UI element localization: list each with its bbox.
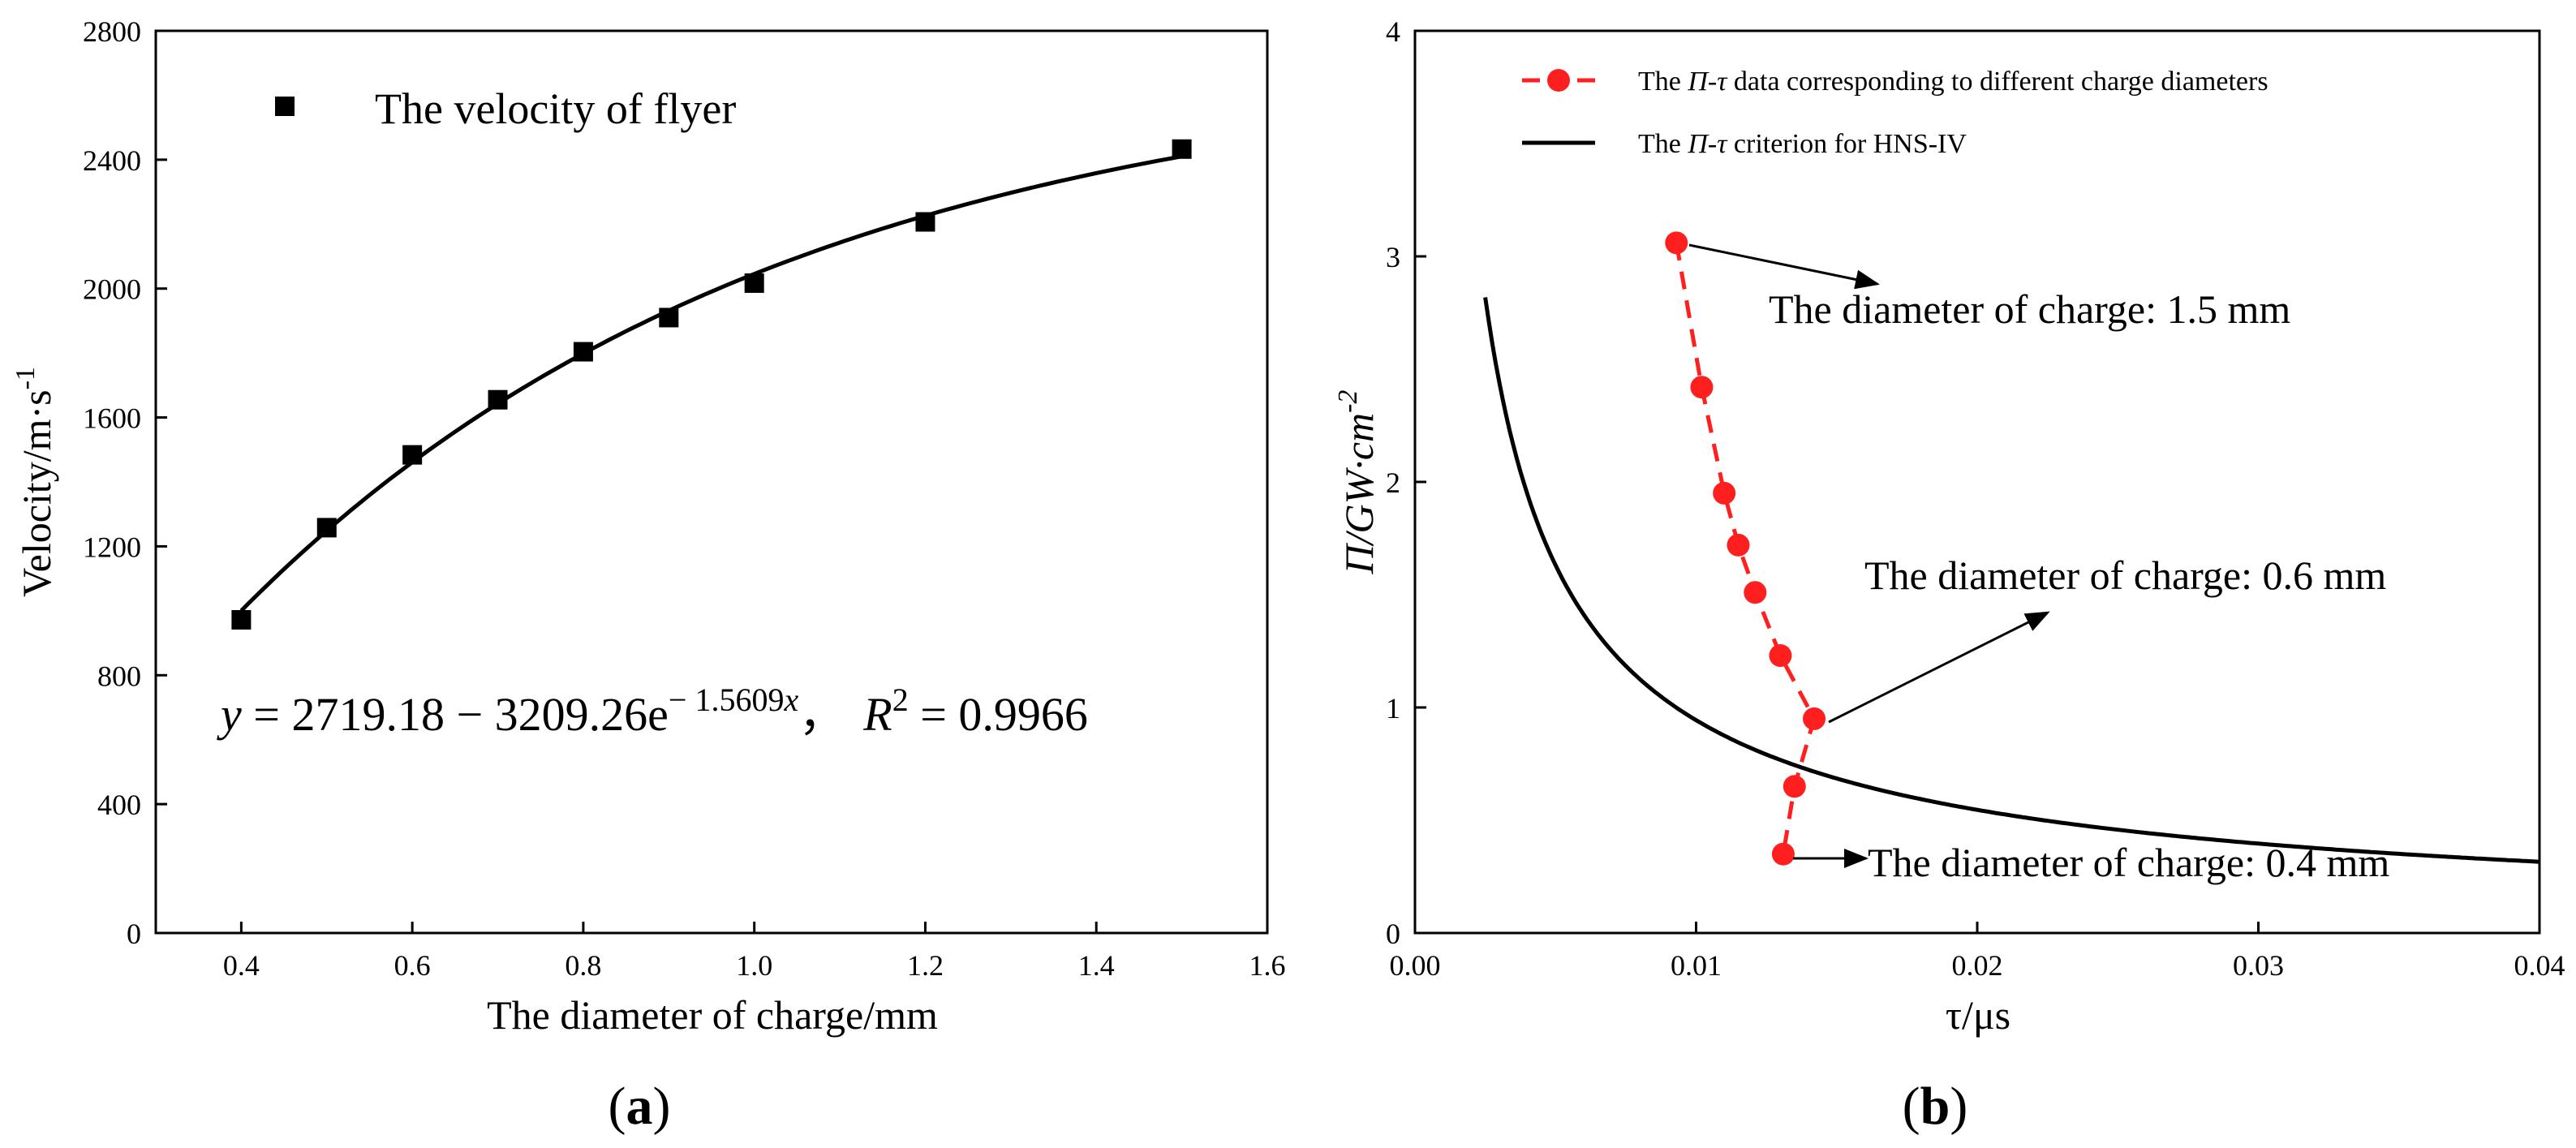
- b-data-point: [1665, 231, 1688, 255]
- a-data-point: [659, 307, 679, 328]
- a-data-point: [915, 212, 935, 232]
- a-y-axis-label: Velocity/m·s-1: [11, 367, 59, 597]
- a-x-axis-label: The diameter of charge/mm: [487, 992, 938, 1038]
- a-y-tick-label: 2000: [83, 273, 141, 306]
- panel-b-label: (b): [1903, 1077, 1968, 1136]
- panel-a: 0.4 0.6 0.8 1.0 1.2 1.4 1.6 0 400 800 1200 1600 200…: [11, 15, 1286, 1136]
- a-y-tick-label: 1600: [83, 402, 141, 435]
- b-x-tick-label: 0.00: [1390, 949, 1441, 982]
- b-legend-criterion-label: The Π-τ criterion for HNS-IV: [1638, 129, 1967, 159]
- b-data-point: [1713, 481, 1736, 505]
- panel-a-label: (a): [609, 1077, 671, 1136]
- a-x-ticks: 0.4 0.6 0.8 1.0 1.2 1.4 1.6: [223, 922, 1286, 982]
- panel-b: 0.00 0.01 0.02 0.03 0.04 0 1 2 3 4 The Π-τ data …: [1333, 15, 2565, 1136]
- b-annotation-arrow-0-6mm: [1828, 611, 2050, 724]
- b-legend-data-label: The Π-τ data corresponding to different …: [1638, 67, 2269, 97]
- b-y-ticks: 0 1 2 3 4: [1386, 15, 1426, 950]
- b-annotation-0-4mm: The diameter of charge: 0.4 mm: [1868, 840, 2389, 885]
- a-data-point: [744, 273, 764, 293]
- a-x-tick-label: 0.6: [394, 949, 431, 982]
- b-x-axis-label: τ/μs: [1946, 992, 2010, 1038]
- a-y-tick-label: 400: [97, 789, 141, 821]
- b-data-point: [1769, 644, 1792, 668]
- b-data-points: [1665, 231, 1826, 866]
- a-y-tick-label: 800: [97, 660, 141, 692]
- a-y-ticks: 0 400 800 1200 1600 2000 2400 2800: [83, 15, 167, 950]
- b-legend-data-marker: [1547, 69, 1570, 92]
- a-y-tick-label: 1200: [83, 531, 141, 563]
- b-annotation-1-5mm: The diameter of charge: 1.5 mm: [1769, 286, 2290, 332]
- b-annotation-0-6mm: The diameter of charge: 0.6 mm: [1864, 553, 2386, 598]
- b-x-tick-label: 0.02: [1952, 949, 2003, 982]
- a-x-tick-label: 1.6: [1249, 949, 1286, 982]
- b-data-point: [1783, 775, 1806, 798]
- a-fit-curve: [239, 154, 1183, 613]
- b-y-tick-label: 4: [1386, 15, 1400, 48]
- a-x-tick-label: 1.4: [1078, 949, 1115, 982]
- plot-b-frame: [1413, 29, 2541, 935]
- b-data-point: [1727, 533, 1750, 557]
- b-criterion-curve: [1483, 297, 2540, 864]
- a-data-point: [231, 609, 252, 630]
- b-annotation-arrow-1-5mm: [1688, 243, 1880, 290]
- b-y-tick-label: 0: [1386, 918, 1400, 950]
- a-data-point: [316, 518, 337, 538]
- a-data-points: [231, 139, 1192, 630]
- a-data-point: [402, 445, 423, 465]
- b-y-tick-label: 2: [1386, 467, 1400, 499]
- a-x-tick-label: 1.0: [736, 949, 772, 982]
- a-data-point: [573, 342, 593, 362]
- a-x-tick-label: 1.2: [907, 949, 944, 982]
- b-y-tick-label: 3: [1386, 241, 1400, 273]
- a-fit-equation: y = 2719.18 − 3209.26e− 1.5609x， R2 = 0.9…: [217, 681, 1088, 741]
- a-legend-label: The velocity of flyer: [375, 84, 736, 133]
- b-x-tick-label: 0.03: [2233, 949, 2284, 982]
- b-data-point: [1744, 581, 1767, 604]
- b-data-point: [1803, 707, 1826, 730]
- a-y-tick-label: 0: [127, 918, 141, 950]
- a-x-tick-label: 0.8: [565, 949, 601, 982]
- b-data-point: [1690, 376, 1714, 399]
- b-x-ticks: 0.00 0.01 0.02 0.03 0.04: [1390, 922, 2565, 982]
- a-data-point: [488, 389, 508, 410]
- a-y-tick-label: 2800: [83, 15, 141, 48]
- a-x-tick-label: 0.4: [223, 949, 260, 982]
- b-x-tick-label: 0.01: [1671, 949, 1722, 982]
- a-legend-marker: [275, 97, 295, 116]
- plot-a-frame: [154, 29, 1269, 935]
- a-data-point: [1172, 139, 1192, 159]
- b-data-point: [1771, 842, 1795, 866]
- a-y-tick-label: 2400: [83, 144, 141, 177]
- b-y-tick-label: 1: [1386, 692, 1400, 724]
- b-y-axis-label: Π/GW·cm-2: [1333, 390, 1382, 575]
- b-x-tick-label: 0.04: [2514, 949, 2565, 982]
